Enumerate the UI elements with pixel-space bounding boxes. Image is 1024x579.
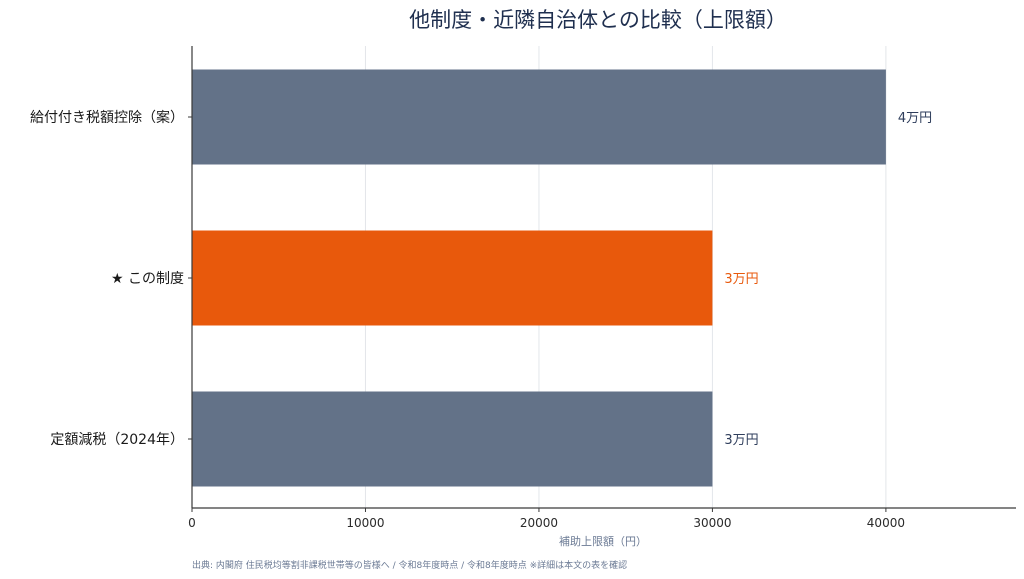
x-tick-label: 10000 <box>346 516 384 530</box>
bar-1 <box>192 69 886 165</box>
x-axis-title: 補助上限額（円） <box>559 534 647 548</box>
category-label: 定額減税（2024年） <box>50 431 184 448</box>
value-label: 3万円 <box>724 272 758 287</box>
category-label: ★ この制度 <box>111 271 184 287</box>
labels: 0 10000 20000 30000 40000 給付付き税額控除（案） 4万円 ★ この制… <box>30 109 932 530</box>
value-label: 4万円 <box>898 111 932 126</box>
chart-title: 他制度・近隣自治体との比較（上限額） <box>409 8 787 32</box>
bar-3 <box>192 391 713 487</box>
x-tick-label: 20000 <box>520 516 558 530</box>
x-tick-label: 40000 <box>867 516 905 530</box>
axes <box>188 46 1016 512</box>
bars <box>192 69 886 487</box>
bar-2 <box>192 230 713 326</box>
x-tick-label: 0 <box>188 516 196 530</box>
x-tick-label: 30000 <box>693 516 731 530</box>
category-label: 給付付き税額控除（案） <box>30 109 184 126</box>
source-note: 出典: 内閣府 住民税均等割非課税世帯等の皆様へ / 令和8年度時点 / 令和8… <box>192 559 627 571</box>
value-label: 3万円 <box>724 433 758 448</box>
